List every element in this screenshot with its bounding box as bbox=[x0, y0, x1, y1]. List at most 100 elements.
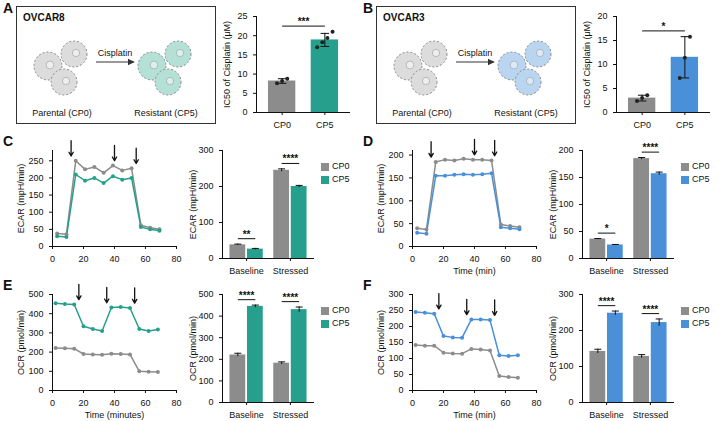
svg-text:40: 40 bbox=[109, 254, 119, 264]
svg-text:**: ** bbox=[243, 229, 251, 240]
svg-text:Resistant (CP5): Resistant (CP5) bbox=[134, 108, 198, 118]
svg-text:CP0: CP0 bbox=[633, 120, 651, 130]
svg-text:50: 50 bbox=[33, 224, 43, 234]
svg-text:0: 0 bbox=[38, 241, 43, 251]
svg-text:20: 20 bbox=[78, 398, 88, 408]
svg-text:0: 0 bbox=[208, 397, 213, 407]
svg-text:0: 0 bbox=[602, 107, 607, 117]
svg-text:50: 50 bbox=[393, 369, 403, 379]
svg-text:150: 150 bbox=[388, 337, 403, 347]
svg-text:300: 300 bbox=[558, 289, 573, 299]
svg-text:60: 60 bbox=[500, 398, 510, 408]
svg-text:10: 10 bbox=[237, 69, 247, 79]
svg-text:0: 0 bbox=[398, 241, 403, 251]
svg-text:0: 0 bbox=[410, 398, 415, 408]
svg-text:100: 100 bbox=[198, 376, 213, 386]
svg-text:200: 200 bbox=[28, 347, 43, 357]
svg-text:200: 200 bbox=[388, 321, 403, 331]
svg-text:150: 150 bbox=[558, 172, 573, 182]
svg-text:40: 40 bbox=[109, 398, 119, 408]
svg-text:0: 0 bbox=[208, 253, 213, 263]
svg-text:100: 100 bbox=[558, 361, 573, 371]
svg-text:ECAR (mpH/min): ECAR (mpH/min) bbox=[548, 170, 558, 240]
svg-text:80: 80 bbox=[171, 254, 181, 264]
svg-text:****: **** bbox=[283, 292, 299, 303]
svg-text:IC50 of Cisplatin (μM): IC50 of Cisplatin (μM) bbox=[582, 21, 592, 108]
svg-text:200: 200 bbox=[28, 173, 43, 183]
svg-text:40: 40 bbox=[469, 254, 479, 264]
svg-text:Time (min): Time (min) bbox=[453, 410, 496, 420]
svg-text:250: 250 bbox=[28, 156, 43, 166]
svg-text:15: 15 bbox=[597, 35, 607, 45]
svg-text:*: * bbox=[662, 21, 666, 32]
svg-text:0: 0 bbox=[50, 254, 55, 264]
svg-text:25: 25 bbox=[237, 11, 247, 21]
svg-text:0: 0 bbox=[568, 253, 573, 263]
svg-text:500: 500 bbox=[198, 289, 213, 299]
svg-text:CP5: CP5 bbox=[316, 120, 334, 130]
svg-text:100: 100 bbox=[28, 366, 43, 376]
svg-text:80: 80 bbox=[531, 254, 541, 264]
svg-text:0: 0 bbox=[568, 397, 573, 407]
svg-text:400: 400 bbox=[198, 311, 213, 321]
svg-text:200: 200 bbox=[558, 145, 573, 155]
svg-text:0: 0 bbox=[242, 107, 247, 117]
svg-text:OVCAR8: OVCAR8 bbox=[23, 12, 65, 23]
svg-text:****: **** bbox=[599, 296, 615, 307]
svg-text:0: 0 bbox=[410, 254, 415, 264]
svg-text:****: **** bbox=[643, 304, 659, 315]
svg-text:200: 200 bbox=[388, 150, 403, 160]
svg-text:OCR (pmol/min): OCR (pmol/min) bbox=[16, 310, 26, 375]
svg-text:Resistant (CP5): Resistant (CP5) bbox=[494, 108, 558, 118]
svg-text:100: 100 bbox=[388, 353, 403, 363]
svg-text:20: 20 bbox=[78, 254, 88, 264]
svg-text:40: 40 bbox=[469, 398, 479, 408]
svg-text:ECAR (mpH/min): ECAR (mpH/min) bbox=[376, 164, 386, 234]
svg-text:60: 60 bbox=[140, 254, 150, 264]
svg-text:80: 80 bbox=[531, 398, 541, 408]
svg-text:20: 20 bbox=[438, 398, 448, 408]
svg-text:Stressed: Stressed bbox=[633, 410, 669, 420]
svg-text:50: 50 bbox=[563, 226, 573, 236]
svg-text:Stressed: Stressed bbox=[273, 410, 309, 420]
svg-text:200: 200 bbox=[198, 181, 213, 191]
svg-text:10: 10 bbox=[597, 59, 607, 69]
svg-text:300: 300 bbox=[28, 328, 43, 338]
svg-text:20: 20 bbox=[597, 11, 607, 21]
svg-text:ECAR (mpH/min): ECAR (mpH/min) bbox=[16, 164, 26, 234]
svg-text:300: 300 bbox=[198, 333, 213, 343]
svg-text:15: 15 bbox=[237, 50, 247, 60]
svg-text:Baseline: Baseline bbox=[589, 266, 624, 276]
svg-text:ECAR (mpH/min): ECAR (mpH/min) bbox=[188, 170, 198, 240]
svg-text:100: 100 bbox=[558, 199, 573, 209]
svg-text:***: *** bbox=[298, 16, 310, 27]
svg-text:300: 300 bbox=[388, 289, 403, 299]
svg-text:150: 150 bbox=[388, 173, 403, 183]
svg-text:****: **** bbox=[239, 290, 255, 301]
svg-text:OVCAR3: OVCAR3 bbox=[383, 12, 425, 23]
svg-text:100: 100 bbox=[198, 217, 213, 227]
svg-text:60: 60 bbox=[500, 254, 510, 264]
svg-text:500: 500 bbox=[28, 289, 43, 299]
svg-text:Stressed: Stressed bbox=[633, 266, 669, 276]
svg-text:OCR (pmol/min): OCR (pmol/min) bbox=[188, 316, 198, 381]
svg-text:300: 300 bbox=[198, 145, 213, 155]
svg-text:100: 100 bbox=[388, 196, 403, 206]
svg-text:*: * bbox=[605, 223, 609, 234]
svg-text:400: 400 bbox=[28, 309, 43, 319]
svg-text:80: 80 bbox=[171, 398, 181, 408]
svg-text:5: 5 bbox=[242, 88, 247, 98]
svg-text:200: 200 bbox=[198, 354, 213, 364]
svg-text:Cisplatin: Cisplatin bbox=[458, 48, 493, 58]
svg-text:250: 250 bbox=[388, 305, 403, 315]
svg-text:IC50 of Cisplatin (μM): IC50 of Cisplatin (μM) bbox=[222, 21, 232, 108]
svg-text:OCR (pmol/min): OCR (pmol/min) bbox=[376, 310, 386, 375]
svg-text:50: 50 bbox=[393, 219, 403, 229]
svg-text:5: 5 bbox=[602, 83, 607, 93]
svg-text:CP0: CP0 bbox=[273, 120, 291, 130]
svg-text:20: 20 bbox=[237, 31, 247, 41]
svg-text:20: 20 bbox=[438, 254, 448, 264]
svg-text:Time (minutes): Time (minutes) bbox=[85, 410, 145, 420]
svg-text:CP5: CP5 bbox=[676, 120, 694, 130]
svg-text:150: 150 bbox=[28, 190, 43, 200]
